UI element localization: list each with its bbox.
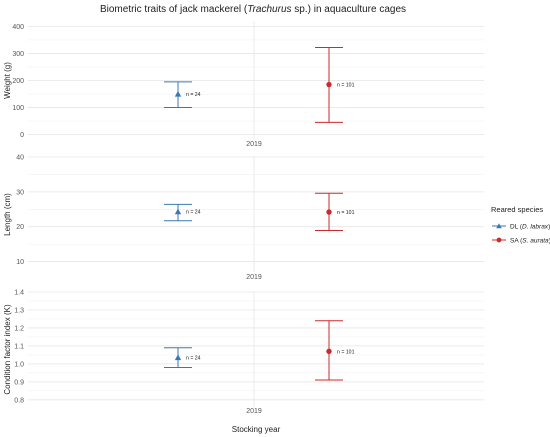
sample-size-label: n = 101	[337, 349, 355, 355]
y-tick-label: 400	[12, 24, 24, 31]
panel-1: 0 100 200 300 400 2019 Weight (g) n = 24 n = 101	[3, 21, 484, 148]
panel-3: 0.8 0.9 1.0 1.1 1.2 1.3 1.4 2019 Condition facto…	[3, 290, 484, 415]
legend-close: )	[548, 223, 550, 230]
y-axis-title: Condition factor index (K)	[3, 304, 12, 395]
legend-label: DL (D. labrax)	[510, 223, 550, 230]
legend-species-name: S. aurata	[522, 237, 549, 244]
panels: 0 100 200 300 400 2019 Weight (g) n = 24 n = 101…	[3, 21, 484, 415]
y-tick-label: 1.2	[14, 325, 24, 332]
chart-title-italic: Trachurus	[247, 4, 291, 15]
y-tick-label: 300	[12, 51, 24, 58]
sample-size-label: n = 101	[337, 83, 355, 89]
mean-point-SA	[326, 81, 332, 88]
legend-close: )	[549, 237, 550, 244]
mean-point-SA	[326, 348, 332, 354]
x-axis-title: Stocking year	[232, 425, 281, 434]
sample-size-label: n = 24	[186, 92, 201, 98]
y-tick-label: 1.1	[14, 343, 24, 350]
y-tick-label: 10	[16, 259, 24, 266]
sample-size-label: n = 101	[337, 210, 355, 216]
y-tick-label: 0.8	[14, 397, 24, 404]
legend-code: SA (	[510, 237, 523, 244]
y-tick-label: 0.9	[14, 379, 24, 386]
legend-item-SA: SA (S. aurata)	[492, 237, 550, 244]
y-axis-title: Length (cm)	[3, 193, 12, 236]
x-tick-label: 2019	[246, 408, 262, 415]
y-tick-label: 100	[12, 105, 24, 112]
chart-title: Biometric traits of jack mackerel (Trach…	[100, 4, 406, 15]
y-tick-label: 30	[16, 189, 24, 196]
legend-code: DL (	[510, 223, 523, 230]
legend-species-name: D. labrax	[522, 223, 549, 230]
chart-title-part-3: sp.) in aquaculture cages	[292, 4, 407, 15]
triangle-marker-icon	[496, 223, 502, 229]
y-tick-label: 1.0	[14, 361, 24, 368]
mean-point-SA	[326, 209, 332, 215]
y-tick-label: 200	[12, 78, 24, 85]
y-tick-label: 20	[16, 224, 24, 231]
mean-point-DL	[174, 208, 182, 215]
y-tick-label: 1.3	[14, 307, 24, 314]
y-axis-title: Weight (g)	[3, 62, 12, 99]
panel-2: 10 20 30 40 2019 Length (cm) n = 24 n = 101	[3, 155, 484, 281]
sample-size-label: n = 24	[186, 356, 201, 362]
legend-label: SA (S. aurata)	[510, 237, 550, 244]
x-tick-label: 2019	[246, 141, 262, 148]
sample-size-label: n = 24	[186, 210, 201, 216]
circle-marker-icon	[496, 237, 502, 243]
legend-item-DL: DL (D. labrax)	[492, 223, 550, 230]
y-tick-label: 1.4	[14, 290, 24, 297]
y-tick-label: 0	[20, 132, 24, 139]
y-tick-label: 40	[16, 155, 24, 162]
mean-point-DL	[174, 354, 182, 361]
x-tick-label: 2019	[246, 274, 262, 281]
chart-title-part-1: Biometric traits of jack mackerel (	[100, 4, 248, 15]
legend-title: Reared species	[491, 205, 543, 214]
mean-point-DL	[174, 90, 182, 97]
